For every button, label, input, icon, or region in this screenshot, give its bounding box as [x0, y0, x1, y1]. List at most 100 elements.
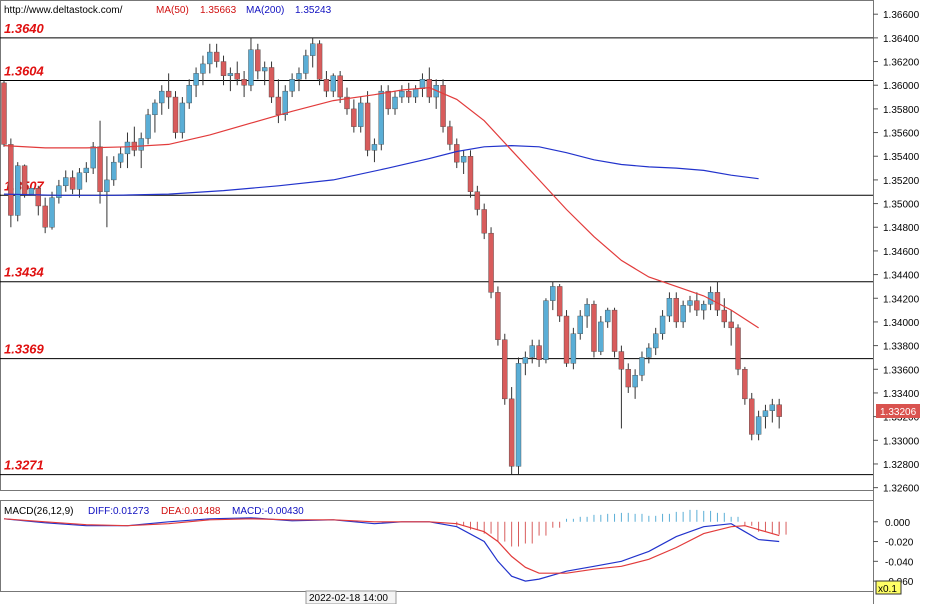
candle-body [762, 410, 769, 417]
candle-body [680, 305, 686, 323]
candle-body [90, 146, 96, 169]
macd-tick-label: 0.000 [885, 518, 910, 529]
ma200-label: MA(200) [246, 5, 284, 16]
candle-body [179, 102, 186, 133]
price-tick-label: 1.34800 [883, 223, 920, 234]
price-tick-label: 1.34600 [883, 247, 920, 258]
candle-body [755, 416, 762, 435]
candles [1, 37, 782, 475]
candle-body [316, 43, 323, 80]
candle-body [563, 315, 570, 364]
price-tick-label: 1.36200 [883, 58, 920, 69]
candle-body [591, 303, 597, 352]
candle-body [749, 398, 755, 435]
candle-body [728, 321, 734, 329]
candle-body [584, 303, 590, 317]
candle-body [234, 73, 240, 80]
candle-body [502, 339, 508, 400]
candle-body [550, 286, 556, 301]
candle-body [49, 197, 55, 228]
candle-body [344, 96, 350, 110]
candle-body [406, 90, 412, 98]
macd-tick-label: -0.040 [885, 557, 914, 568]
macd-diff-line [3, 517, 780, 582]
candle-body [282, 90, 288, 116]
ma50-line [3, 86, 759, 329]
candle-body [556, 286, 563, 317]
macd-panel [0, 500, 874, 592]
candle-body [21, 165, 28, 195]
scale-badge-box[interactable] [875, 580, 902, 595]
candle-body [687, 300, 693, 306]
price-tick-label: 1.35400 [883, 152, 920, 163]
level-label: 1.3434 [4, 265, 45, 280]
price-tick-label: 1.34200 [883, 294, 920, 305]
candle-body [488, 232, 494, 293]
candle-body [392, 96, 398, 110]
candle-body [145, 114, 151, 139]
candle-body [255, 49, 261, 72]
price-tick-label: 1.34000 [883, 318, 920, 329]
candle-body [701, 303, 707, 311]
level-label: 1.3271 [4, 458, 44, 473]
candle-body [543, 300, 549, 361]
candle-body [598, 321, 604, 352]
candle-body [296, 73, 302, 80]
ma50-label: MA(50) [156, 5, 189, 16]
candle-body [694, 300, 700, 311]
candle-body [419, 79, 426, 89]
candle-body [351, 108, 357, 127]
candle-body [303, 55, 309, 74]
price-tick-label: 1.35000 [883, 200, 920, 211]
candle-body [28, 187, 35, 195]
price-tick-label: 1.35800 [883, 105, 920, 116]
candle-body [577, 315, 583, 334]
candle-body [385, 90, 391, 110]
candle-body [769, 404, 776, 411]
macd-title: MACD(26,12,9) [4, 506, 73, 517]
candle-body [15, 165, 21, 216]
candle-body [570, 333, 577, 364]
macd-dea: DEA:0.01488 [161, 506, 221, 517]
candle-body [104, 179, 110, 192]
candle-body [467, 156, 474, 192]
candle-body [56, 185, 62, 198]
price-tick-label: 1.35600 [883, 129, 920, 140]
time-label: 2022-02-18 14:00 [309, 593, 388, 604]
price-tick-label: 1.34400 [883, 271, 920, 282]
candle-body [508, 398, 515, 467]
current-price: 1.33206 [880, 407, 917, 418]
candle-body [97, 146, 103, 192]
candle-body [186, 85, 192, 104]
candle-body [124, 141, 131, 155]
candle-body [735, 327, 741, 370]
price-tick-label: 1.36600 [883, 10, 920, 21]
moving-averages [3, 86, 759, 329]
candle-body [659, 315, 666, 334]
price-tick-label: 1.33800 [883, 342, 920, 353]
candle-body [625, 369, 631, 388]
candle-body [481, 209, 487, 234]
site-url: http://www.deltastock.com/ [4, 5, 123, 16]
level-label: 1.3640 [4, 21, 45, 36]
scale-badge[interactable]: x0.1 [878, 584, 897, 595]
price-tick-label: 1.35200 [883, 176, 920, 187]
candle-body [165, 90, 172, 98]
candle-body [1, 82, 7, 145]
candle-body [378, 90, 384, 145]
candle-body [268, 67, 275, 98]
price-tick-label: 1.36400 [883, 34, 920, 45]
candle-body [241, 79, 247, 86]
candle-body [310, 43, 316, 56]
candle-body [261, 67, 268, 72]
candle-body [399, 90, 405, 98]
price-axis: 1.36600 1.36400 1.36200 1.36000 1.35800 1.356… [873, 10, 920, 495]
candle-body [618, 351, 625, 370]
current-price-tag [876, 404, 920, 418]
candle-body [454, 144, 460, 163]
candle-body [227, 73, 234, 76]
candle-body [474, 191, 481, 210]
main-frame [0, 0, 874, 491]
candle-body [117, 153, 124, 163]
